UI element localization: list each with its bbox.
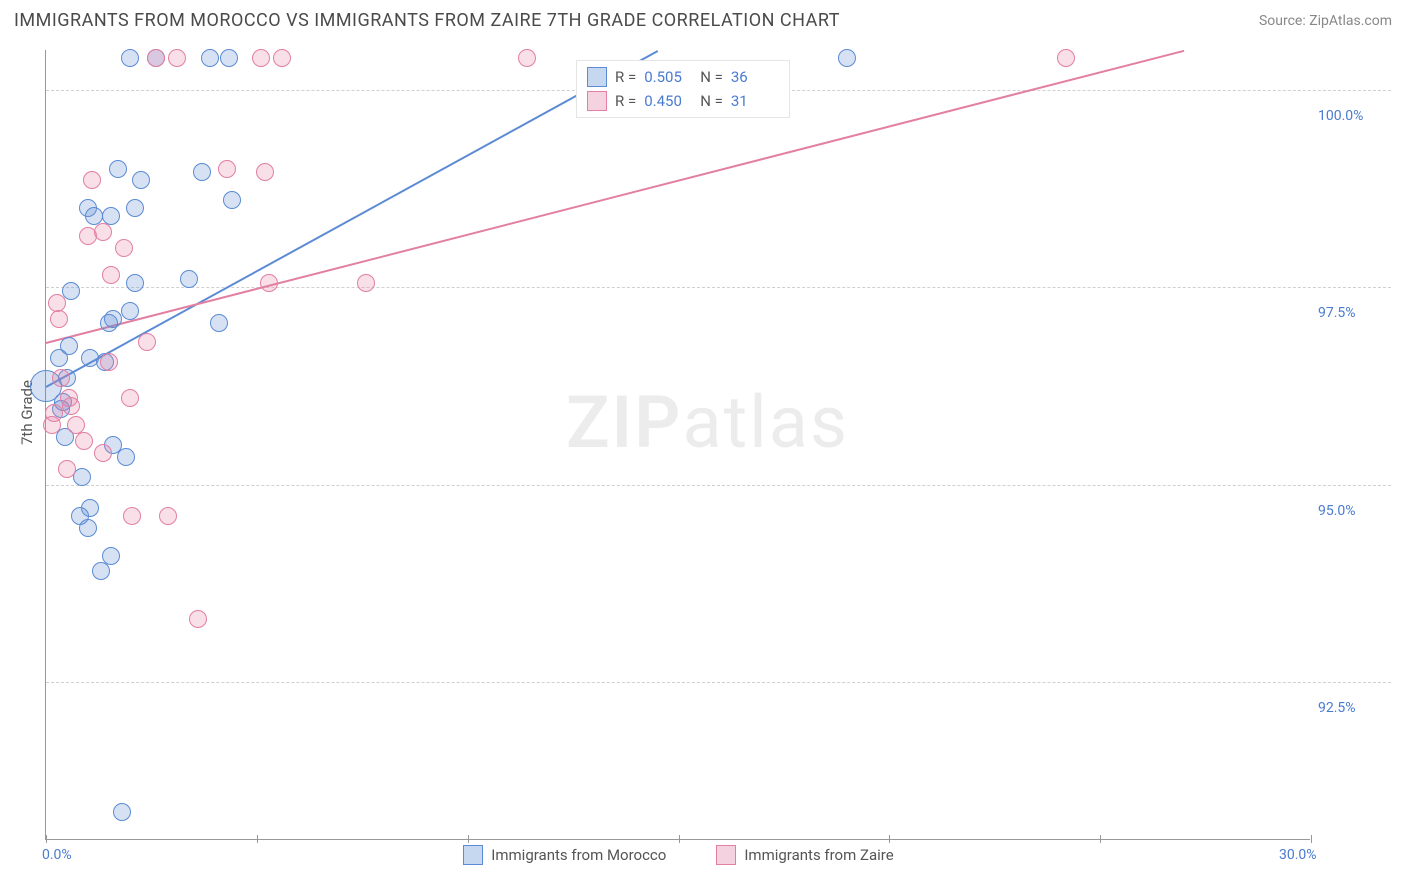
scatter-marker xyxy=(60,337,78,355)
series-legend: Immigrants from Morocco Immigrants from Z… xyxy=(46,845,1311,865)
scatter-marker xyxy=(62,397,80,415)
scatter-marker xyxy=(79,519,97,537)
y-tick-label: 95.0% xyxy=(1318,503,1388,519)
x-tick xyxy=(1100,835,1101,843)
scatter-marker xyxy=(223,191,241,209)
scatter-marker xyxy=(838,49,856,67)
scatter-marker xyxy=(201,49,219,67)
legend-row: R = 0.450 N = 31 xyxy=(587,89,779,113)
legend-swatch xyxy=(587,91,607,111)
scatter-marker xyxy=(102,266,120,284)
scatter-marker xyxy=(147,49,165,67)
scatter-marker xyxy=(357,274,375,292)
scatter-marker xyxy=(220,49,238,67)
gridline-h xyxy=(46,682,1391,683)
scatter-marker xyxy=(102,547,120,565)
scatter-marker xyxy=(58,460,76,478)
plot-area: ZIPatlas 92.5%95.0%97.5%100.0%0.0%30.0%R… xyxy=(45,50,1310,840)
scatter-marker xyxy=(121,302,139,320)
scatter-marker xyxy=(126,199,144,217)
scatter-marker xyxy=(189,610,207,628)
gridline-h xyxy=(46,485,1391,486)
r-label: R = xyxy=(615,92,636,110)
y-tick-label: 92.5% xyxy=(1318,700,1388,716)
scatter-marker xyxy=(121,389,139,407)
scatter-marker xyxy=(168,49,186,67)
legend-swatch xyxy=(463,845,483,865)
watermark-light: atlas xyxy=(682,380,849,465)
scatter-marker xyxy=(100,353,118,371)
scatter-marker xyxy=(117,448,135,466)
source-label: Source: ZipAtlas.com xyxy=(1259,13,1392,29)
scatter-marker xyxy=(92,562,110,580)
chart-title: IMMIGRANTS FROM MOROCCO VS IMMIGRANTS FR… xyxy=(14,10,840,31)
x-tick xyxy=(679,835,680,843)
scatter-marker xyxy=(138,333,156,351)
scatter-marker xyxy=(210,314,228,332)
scatter-marker xyxy=(121,49,139,67)
series-legend-label: Immigrants from Zaire xyxy=(744,846,893,864)
scatter-marker xyxy=(113,803,131,821)
scatter-marker xyxy=(252,49,270,67)
y-tick-label: 100.0% xyxy=(1318,108,1388,124)
gridline-h xyxy=(46,287,1391,288)
scatter-marker xyxy=(518,49,536,67)
scatter-marker xyxy=(50,310,68,328)
scatter-marker xyxy=(180,270,198,288)
scatter-marker xyxy=(75,432,93,450)
n-value: 36 xyxy=(731,68,779,86)
trend-line xyxy=(45,50,657,388)
scatter-marker xyxy=(115,239,133,257)
scatter-marker xyxy=(94,223,112,241)
x-tick xyxy=(889,835,890,843)
scatter-marker xyxy=(218,160,236,178)
scatter-marker xyxy=(260,274,278,292)
scatter-marker xyxy=(126,274,144,292)
r-label: R = xyxy=(615,68,636,86)
n-label: N = xyxy=(700,92,723,110)
x-tick xyxy=(1311,835,1312,843)
scatter-marker xyxy=(104,310,122,328)
series-legend-item: Immigrants from Morocco xyxy=(463,845,666,865)
watermark: ZIPatlas xyxy=(566,380,849,465)
x-tick xyxy=(257,835,258,843)
chart-frame: ZIPatlas 92.5%95.0%97.5%100.0%0.0%30.0%R… xyxy=(45,50,1390,840)
legend-swatch xyxy=(587,67,607,87)
scatter-marker xyxy=(94,444,112,462)
legend-swatch xyxy=(716,845,736,865)
scatter-marker xyxy=(132,171,150,189)
scatter-marker xyxy=(83,171,101,189)
watermark-bold: ZIP xyxy=(566,380,682,465)
series-legend-item: Immigrants from Zaire xyxy=(716,845,893,865)
r-value: 0.505 xyxy=(644,68,692,86)
scatter-marker xyxy=(1057,49,1075,67)
scatter-marker xyxy=(193,163,211,181)
x-tick xyxy=(46,835,47,843)
y-tick-label: 97.5% xyxy=(1318,305,1388,321)
scatter-marker xyxy=(52,369,70,387)
scatter-marker xyxy=(62,282,80,300)
scatter-marker xyxy=(109,160,127,178)
scatter-marker xyxy=(123,507,141,525)
n-value: 31 xyxy=(731,92,779,110)
scatter-marker xyxy=(159,507,177,525)
x-tick xyxy=(468,835,469,843)
scatter-marker xyxy=(273,49,291,67)
scatter-marker xyxy=(256,163,274,181)
series-legend-label: Immigrants from Morocco xyxy=(491,846,666,864)
n-label: N = xyxy=(700,68,723,86)
scatter-marker xyxy=(81,499,99,517)
scatter-marker xyxy=(45,404,63,422)
legend-row: R = 0.505 N = 36 xyxy=(587,65,779,89)
r-value: 0.450 xyxy=(644,92,692,110)
correlation-legend: R = 0.505 N = 36 R = 0.450 N = 31 xyxy=(576,60,790,118)
